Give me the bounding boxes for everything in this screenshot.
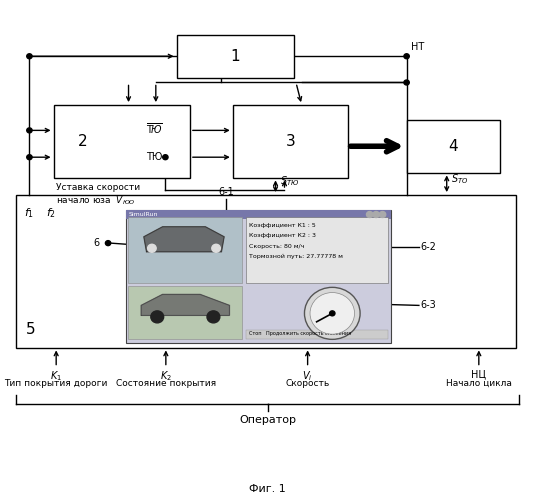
Circle shape bbox=[373, 212, 379, 218]
Text: 2: 2 bbox=[78, 134, 88, 149]
Text: 4: 4 bbox=[449, 138, 458, 154]
Bar bbox=[246, 216, 388, 283]
Circle shape bbox=[366, 212, 373, 218]
Text: Коэффициент К2 : 3: Коэффициент К2 : 3 bbox=[249, 233, 316, 238]
Bar bbox=[177, 35, 294, 78]
Text: 5: 5 bbox=[26, 322, 35, 336]
Text: ТЮ: ТЮ bbox=[146, 152, 163, 162]
Circle shape bbox=[322, 244, 327, 250]
Circle shape bbox=[163, 154, 168, 160]
Text: НЦ: НЦ bbox=[471, 370, 486, 380]
Text: НТ: НТ bbox=[411, 42, 424, 52]
Text: $\overline{\mathrm{T}\!Ю}$: $\overline{\mathrm{T}\!Ю}$ bbox=[146, 121, 163, 136]
Circle shape bbox=[343, 301, 348, 306]
Polygon shape bbox=[144, 227, 224, 252]
Text: Фиг. 1: Фиг. 1 bbox=[249, 484, 286, 494]
Text: Коэффициент К1 : 5: Коэффициент К1 : 5 bbox=[249, 222, 316, 228]
Text: Состояние покрытия: Состояние покрытия bbox=[116, 378, 216, 388]
Circle shape bbox=[310, 292, 355, 334]
Text: $S_{ТО}$: $S_{ТО}$ bbox=[451, 172, 469, 186]
Bar bbox=[54, 105, 190, 178]
Circle shape bbox=[105, 240, 111, 246]
Bar bbox=[246, 330, 388, 338]
Text: Стоп   Продолжить скорость снижения: Стоп Продолжить скорость снижения bbox=[249, 332, 351, 336]
Text: $f_2$: $f_2$ bbox=[46, 206, 56, 220]
Bar bbox=[233, 105, 348, 178]
Circle shape bbox=[340, 301, 346, 306]
Bar bbox=[128, 286, 242, 339]
Bar bbox=[126, 210, 391, 219]
Text: $K_1$: $K_1$ bbox=[50, 370, 62, 384]
Circle shape bbox=[224, 224, 229, 230]
Text: $S_{ТЮ}$: $S_{ТЮ}$ bbox=[280, 174, 299, 188]
Bar bbox=[126, 210, 391, 342]
Circle shape bbox=[330, 311, 335, 316]
Text: 6-2: 6-2 bbox=[420, 242, 436, 252]
Text: 6-4: 6-4 bbox=[160, 287, 176, 297]
Circle shape bbox=[27, 128, 32, 133]
Circle shape bbox=[404, 54, 409, 59]
Text: 6-1: 6-1 bbox=[218, 188, 234, 198]
Text: Тормозной путь: 27.77778 м: Тормозной путь: 27.77778 м bbox=[249, 254, 343, 260]
Text: 6: 6 bbox=[93, 238, 100, 248]
Circle shape bbox=[176, 290, 181, 294]
Circle shape bbox=[304, 288, 360, 340]
Circle shape bbox=[379, 212, 386, 218]
Text: $V_i$: $V_i$ bbox=[302, 370, 313, 384]
Text: Скорость: 80 м/ч: Скорость: 80 м/ч bbox=[249, 244, 304, 248]
Circle shape bbox=[404, 80, 409, 85]
Text: Тип покрытия дороги: Тип покрытия дороги bbox=[4, 378, 108, 388]
Text: 6-3: 6-3 bbox=[420, 300, 435, 310]
Circle shape bbox=[151, 311, 164, 323]
Polygon shape bbox=[141, 294, 230, 316]
Circle shape bbox=[27, 54, 32, 59]
Circle shape bbox=[148, 244, 156, 252]
Bar bbox=[128, 216, 242, 283]
Circle shape bbox=[207, 311, 220, 323]
Bar bbox=[407, 120, 500, 172]
Text: Оператор: Оператор bbox=[239, 415, 296, 425]
Bar bbox=[16, 195, 516, 348]
Circle shape bbox=[27, 154, 32, 160]
Text: Начало цикла: Начало цикла bbox=[446, 378, 512, 388]
Text: $f_1$: $f_1$ bbox=[25, 206, 34, 220]
Text: Уставка скорости
начало юза  $V_{ЮО}$: Уставка скорости начало юза $V_{ЮО}$ bbox=[56, 184, 140, 207]
Circle shape bbox=[212, 244, 220, 252]
Text: SimulRun: SimulRun bbox=[128, 212, 158, 217]
Text: 1: 1 bbox=[231, 49, 240, 64]
Text: 3: 3 bbox=[285, 134, 295, 149]
Text: Скорость: Скорость bbox=[286, 378, 330, 388]
Text: $K_2$: $K_2$ bbox=[160, 370, 172, 384]
